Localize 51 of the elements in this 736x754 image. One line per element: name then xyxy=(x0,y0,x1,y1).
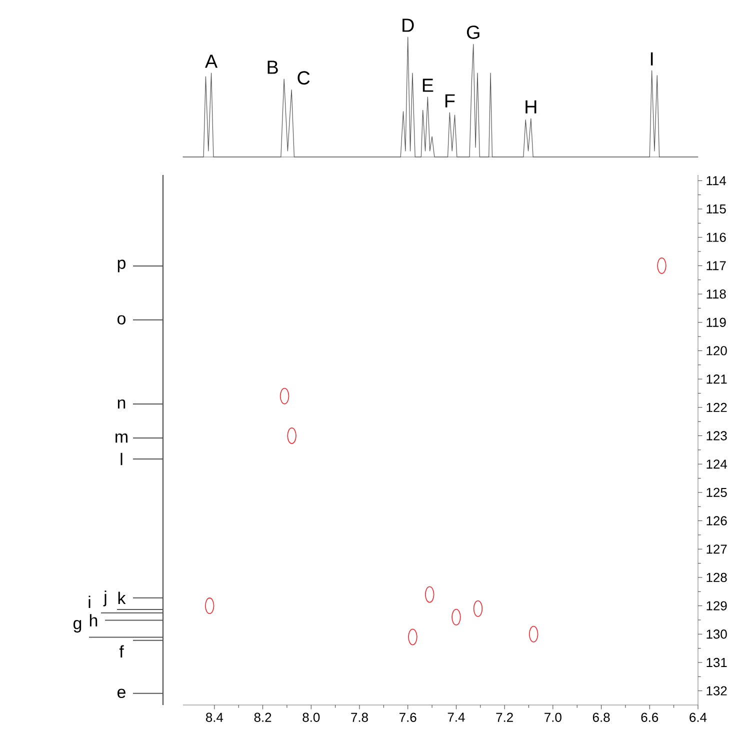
x-tick-label: 6.6 xyxy=(641,712,658,722)
y-tick-label: 121 xyxy=(706,374,727,384)
x-tick-label: 6.4 xyxy=(690,712,707,722)
x-tick-label: 8.2 xyxy=(254,712,272,722)
annotation: E xyxy=(422,78,434,92)
x-tick-label: 6.8 xyxy=(592,712,610,722)
ref-line-label: m xyxy=(116,433,128,443)
annotation: B xyxy=(268,60,278,74)
y-tick-label: 128 xyxy=(706,572,727,582)
x-tick-label: 8.4 xyxy=(206,712,224,722)
annotation: D xyxy=(402,18,414,32)
y-tick-label: 125 xyxy=(706,488,727,498)
y-tick-label: 118 xyxy=(706,289,726,299)
ref-line-label: e xyxy=(118,688,126,698)
y-tick-label: 119 xyxy=(706,318,726,327)
x-tick-label: 7.0 xyxy=(544,712,562,722)
ref-line-label: k xyxy=(118,592,126,604)
annotation: G xyxy=(466,26,480,39)
x-tick-label: 7.2 xyxy=(496,712,513,722)
ref-line-label: o xyxy=(118,315,126,324)
annotation: H xyxy=(526,100,536,114)
annotation: C xyxy=(298,71,310,85)
y-tick-label: 127 xyxy=(706,544,727,554)
ref-line-label: l xyxy=(120,452,122,466)
y-tick-label: 129 xyxy=(706,601,727,610)
ref-line-label: f xyxy=(119,645,124,658)
annotation: A xyxy=(205,54,218,68)
y-tick-label: 130 xyxy=(706,630,727,639)
y-tick-label: 126 xyxy=(706,516,727,526)
annotation: F xyxy=(445,94,455,108)
y-tick-label: 116 xyxy=(706,232,726,242)
y-tick-label: 122 xyxy=(706,402,727,412)
ref-line-label: n xyxy=(118,399,126,409)
ref-line-label: j xyxy=(103,590,106,606)
y-tick-label: 123 xyxy=(706,431,727,440)
y-tick-label: 114 xyxy=(706,176,726,186)
x-tick-label: 7.6 xyxy=(400,712,416,722)
y-tick-label: 115 xyxy=(706,204,726,214)
x-tick-label: 8.0 xyxy=(302,712,320,722)
ref-line-label: h xyxy=(90,614,98,626)
y-tick-label: 132 xyxy=(706,686,727,696)
ref-line-label: p xyxy=(118,260,126,272)
y-tick-label: 120 xyxy=(706,346,727,356)
ref-line-label: i xyxy=(88,596,90,608)
x-tick-label: 7.8 xyxy=(351,712,368,722)
ref-line-label: g xyxy=(74,620,82,633)
y-tick-label: 124 xyxy=(706,460,727,469)
y-tick-label: 131 xyxy=(706,658,727,668)
y-tick-label: 117 xyxy=(706,261,726,270)
annotation: I xyxy=(650,52,653,66)
x-tick-label: 7.4 xyxy=(448,712,465,722)
